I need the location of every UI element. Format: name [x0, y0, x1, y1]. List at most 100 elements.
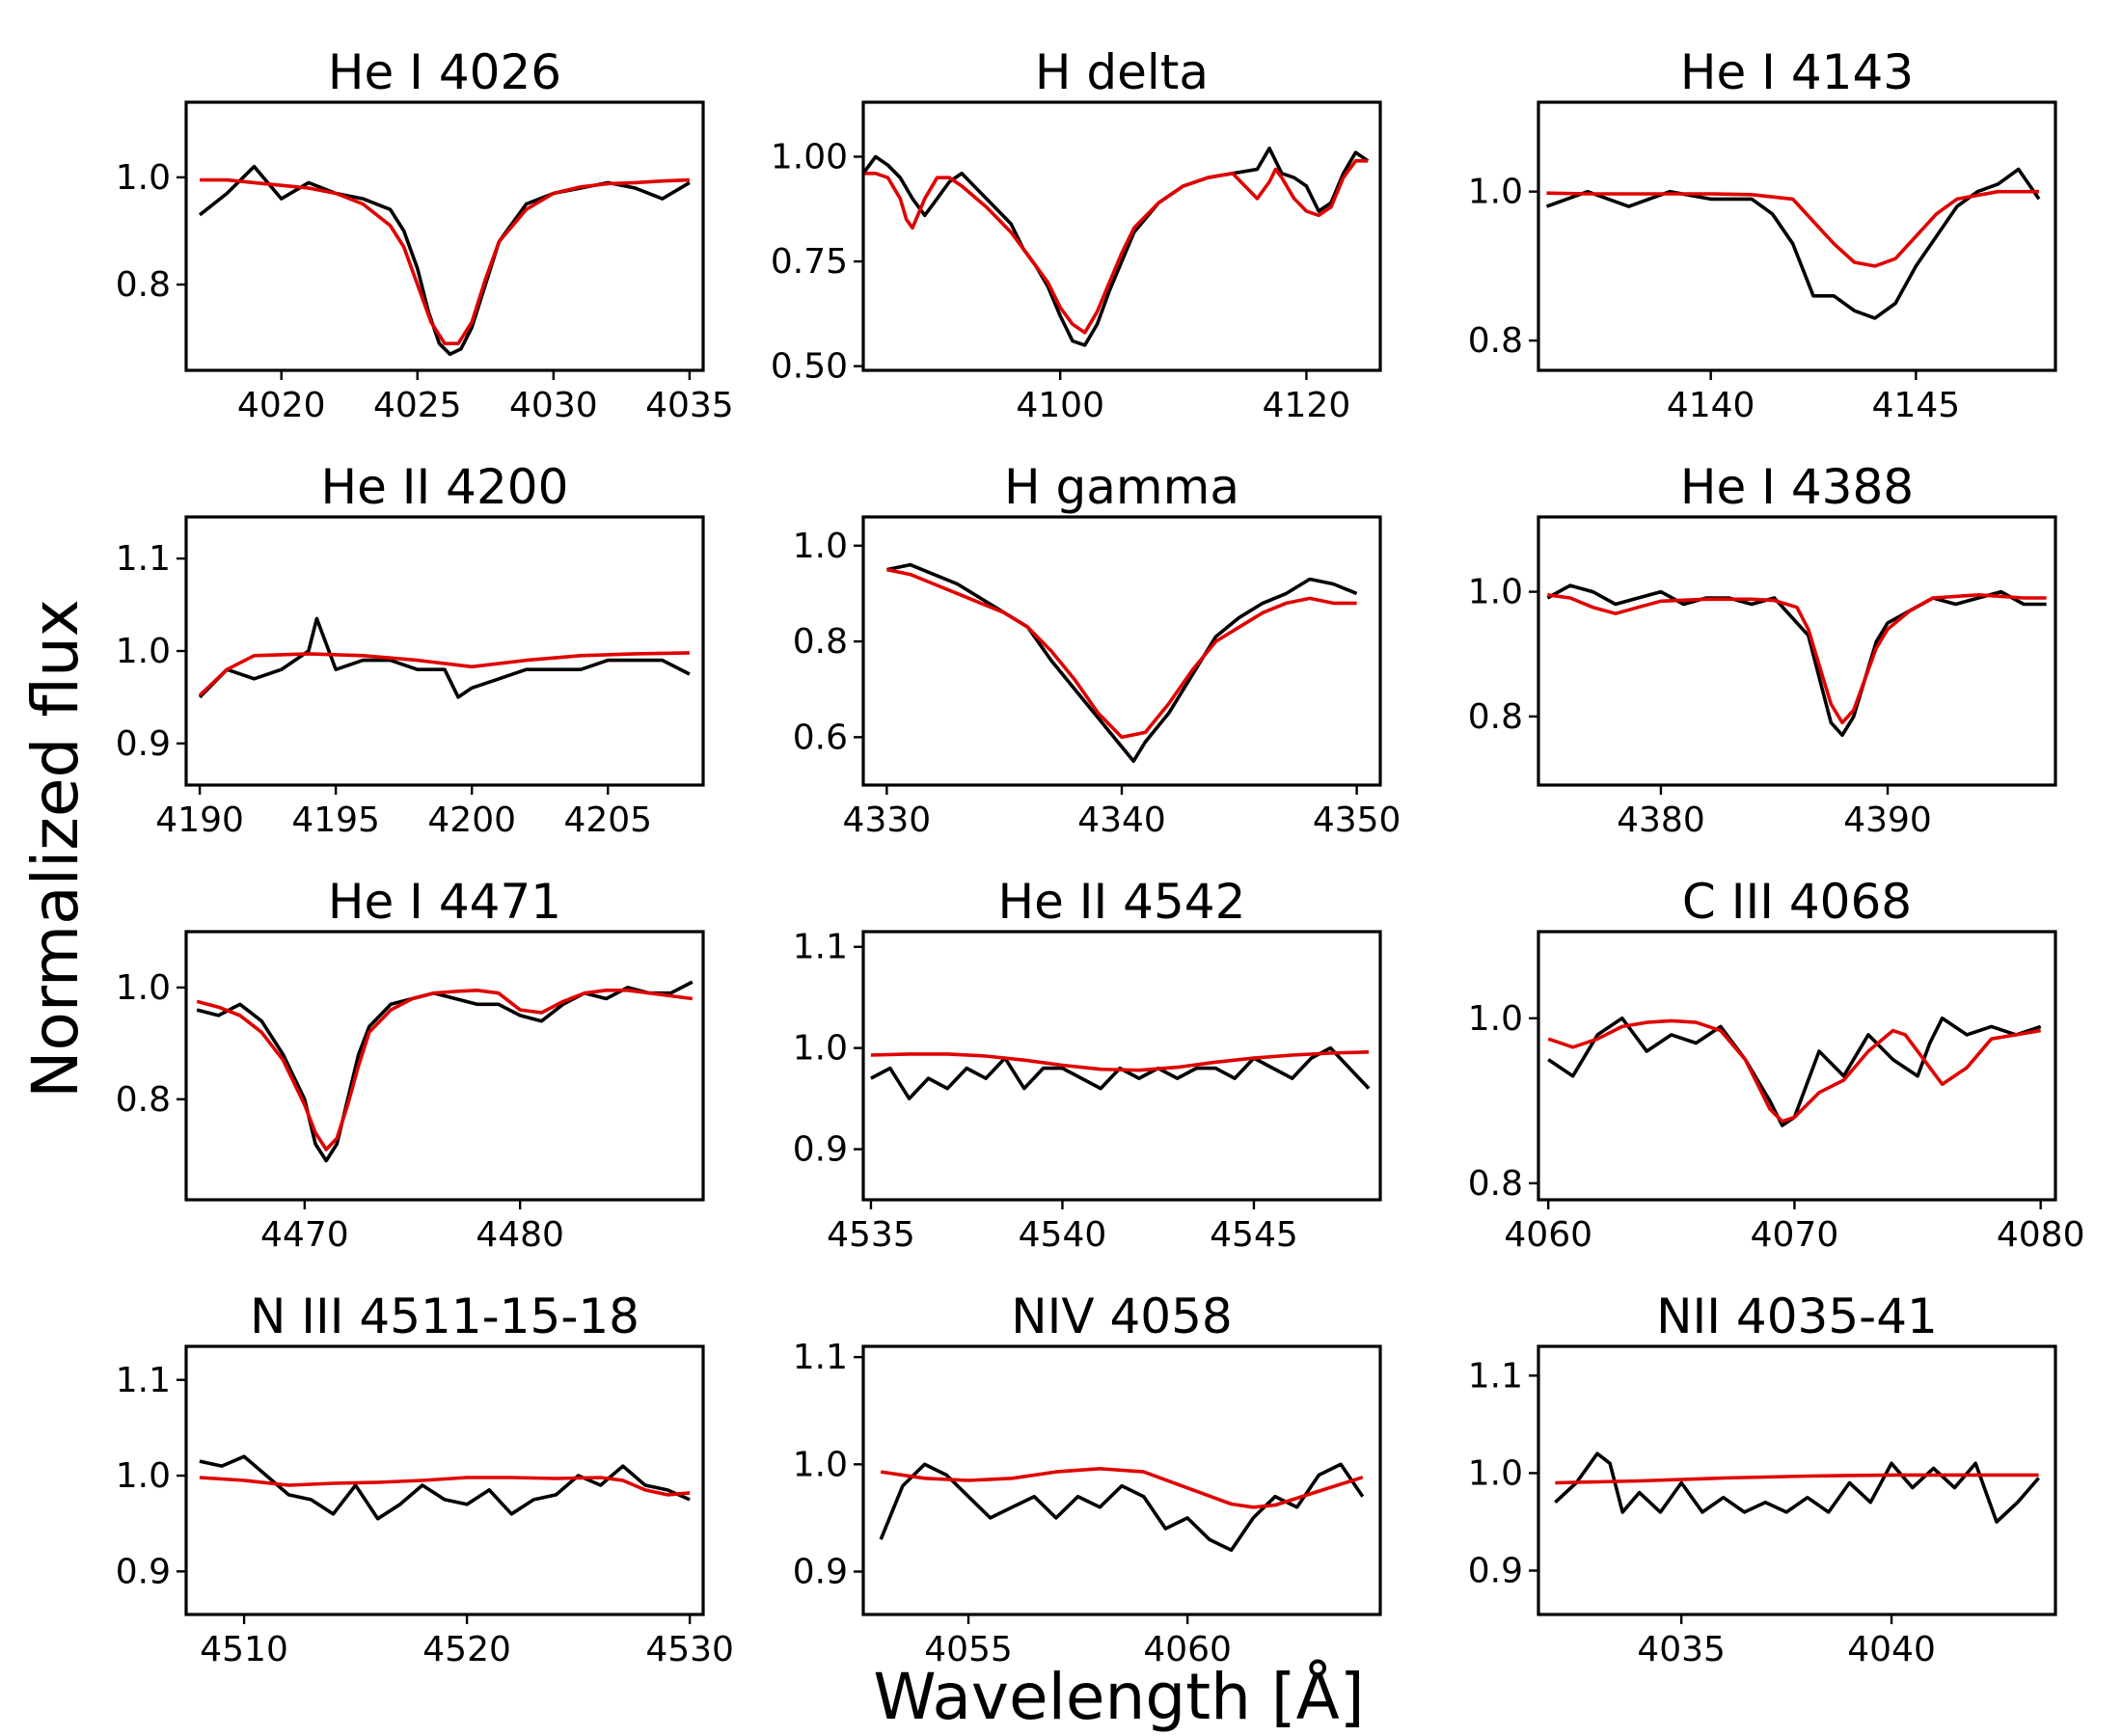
y-tick-label: 1.1	[116, 539, 171, 579]
panel-1: He I 4026 4020 4025 4030 4035 0.8 1.0	[116, 44, 734, 425]
panel-11: NIV 4058 4055 4060 0.9 1.0 1.1	[793, 1288, 1382, 1669]
x-tick-label: 4545	[1210, 1215, 1298, 1255]
panel-7: He I 4471 4470 4480 0.8 1.0	[116, 874, 705, 1255]
x-tick-label: 4025	[373, 386, 462, 425]
model-spectrum-line	[863, 159, 1369, 335]
x-tick-label: 4060	[1143, 1630, 1232, 1669]
panel-title: N III 4511-15-18	[250, 1288, 639, 1344]
panel-4: He II 4200 4190 4195 4200 4205 0.9 1.0 1.1	[116, 459, 705, 840]
panel-title: H delta	[1035, 44, 1209, 100]
observed-spectrum-line	[1545, 167, 2041, 320]
subplot-grid: He I 4026 4020 4025 4030 4035 0.8 1.0 H delta 41…	[116, 44, 2085, 1669]
y-tick-label: 0.75	[771, 242, 848, 282]
model-spectrum-line	[1547, 1018, 2041, 1124]
model-spectrum-line	[1555, 1473, 2039, 1485]
axes-frame	[1537, 100, 2057, 372]
x-tick-label: 4030	[509, 386, 598, 425]
x-tick-label: 4140	[1667, 386, 1755, 425]
axes-frame	[861, 100, 1382, 372]
x-tick-label: 4540	[1019, 1215, 1107, 1255]
axes-frame	[1537, 930, 2057, 1202]
panel-8: He II 4542 4535 4540 4545 0.9 1.0 1.1	[793, 874, 1382, 1255]
model-spectrum-line	[196, 989, 694, 1152]
x-tick-label: 4350	[1313, 800, 1401, 840]
observed-spectrum-line	[1547, 1017, 2042, 1127]
y-tick-label: 0.9	[1468, 1552, 1523, 1591]
x-tick-label: 4390	[1843, 800, 1932, 840]
y-tick-label: 1.1	[1468, 1356, 1523, 1396]
x-tick-label: 4055	[924, 1630, 1013, 1669]
y-tick-label: 1.0	[116, 968, 171, 1008]
panel-title: He I 4143	[1680, 44, 1914, 100]
y-tick-label: 1.1	[793, 928, 848, 967]
axes-frame	[1537, 1344, 2057, 1616]
x-tick-label: 4205	[563, 800, 652, 840]
axes-frame	[184, 100, 705, 372]
y-tick-label: 0.6	[793, 718, 848, 757]
y-tick-label: 0.9	[793, 1130, 848, 1170]
x-tick-label: 4020	[237, 386, 326, 425]
y-tick-label: 0.9	[793, 1553, 848, 1592]
y-tick-label: 1.0	[1468, 173, 1523, 212]
x-tick-label: 4070	[1751, 1215, 1839, 1255]
axes-frame	[861, 1344, 1382, 1616]
panel-10: N III 4511-15-18 4510 4520 4530 0.9 1.0 1.1	[116, 1288, 734, 1669]
observed-spectrum-line	[198, 164, 691, 357]
y-tick-label: 1.0	[793, 1029, 848, 1069]
panel-title: H gamma	[1004, 459, 1239, 515]
y-tick-label: 1.1	[793, 1338, 848, 1377]
y-tick-label: 0.9	[116, 724, 171, 764]
x-tick-label: 4120	[1263, 386, 1351, 425]
y-tick-label: 1.0	[793, 1445, 848, 1484]
y-tick-label: 0.8	[1468, 321, 1523, 361]
panel-12: NII 4035-41 4035 4040 0.9 1.0 1.1	[1468, 1288, 2057, 1669]
x-tick-label: 4530	[645, 1630, 734, 1669]
y-tick-label: 1.00	[771, 137, 848, 176]
y-tick-label: 1.0	[116, 158, 171, 198]
axes-frame	[184, 1344, 705, 1616]
model-spectrum-line	[886, 567, 1357, 740]
panel-title: NII 4035-41	[1656, 1288, 1938, 1344]
axes-frame	[184, 930, 705, 1202]
x-tick-label: 4200	[427, 800, 516, 840]
model-spectrum-line	[199, 1476, 691, 1497]
model-spectrum-line	[1546, 189, 2039, 268]
panel-5: H gamma 4330 4340 4350 0.6 0.8 1.0	[793, 459, 1401, 840]
y-tick-label: 1.0	[793, 527, 848, 566]
panel-title: He I 4471	[328, 874, 561, 930]
x-tick-label: 4190	[155, 800, 244, 840]
figure-y-axis-label: Normalized flux	[18, 599, 93, 1099]
panel-title: He I 4026	[328, 44, 561, 100]
x-tick-label: 4470	[260, 1215, 349, 1255]
x-tick-label: 4520	[422, 1630, 511, 1669]
x-tick-label: 4145	[1872, 386, 1961, 425]
observed-spectrum-line	[198, 616, 691, 699]
y-tick-label: 0.50	[771, 347, 848, 387]
x-tick-label: 4535	[827, 1215, 915, 1255]
observed-spectrum-line	[1554, 1451, 2040, 1524]
x-tick-label: 4510	[200, 1630, 288, 1669]
panel-title: He I 4388	[1680, 459, 1914, 515]
model-spectrum-line	[870, 1050, 1370, 1072]
y-tick-label: 0.8	[1468, 697, 1523, 737]
x-tick-label: 4340	[1077, 800, 1166, 840]
panel-title: C III 4068	[1682, 874, 1912, 930]
y-tick-label: 1.1	[116, 1361, 171, 1400]
observed-spectrum-line	[196, 980, 694, 1163]
observed-spectrum-line	[863, 147, 1370, 347]
panel-title: He II 4200	[321, 459, 569, 515]
x-tick-label: 4035	[1637, 1630, 1726, 1669]
x-tick-label: 4195	[291, 800, 380, 840]
panel-3: He I 4143 4140 4145 0.8 1.0	[1468, 44, 2057, 425]
x-tick-label: 4040	[1847, 1630, 1936, 1669]
x-tick-label: 4330	[843, 800, 932, 840]
y-tick-label: 1.0	[116, 632, 171, 671]
model-spectrum-line	[200, 177, 690, 346]
panel-title: He II 4542	[998, 874, 1246, 930]
model-spectrum-line	[198, 651, 690, 697]
panel-9: C III 4068 4060 4070 4080 0.8 1.0	[1468, 874, 2085, 1255]
observed-spectrum-line	[886, 562, 1358, 764]
x-tick-label: 4060	[1504, 1215, 1592, 1255]
axes-frame	[184, 515, 705, 787]
y-tick-label: 0.8	[116, 1080, 171, 1120]
